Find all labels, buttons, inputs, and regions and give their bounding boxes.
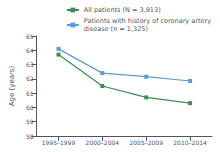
svg-text:Patients with history of coron: Patients with history of coronary artery xyxy=(84,17,211,25)
svg-text:65: 65 xyxy=(26,33,34,40)
svg-text:64: 64 xyxy=(26,47,34,54)
svg-text:Age (years): Age (years) xyxy=(8,65,16,106)
svg-text:All patients (N = 3,913): All patients (N = 3,913) xyxy=(84,6,161,14)
svg-text:disease (n = 1,325): disease (n = 1,325) xyxy=(84,25,148,33)
svg-text:61: 61 xyxy=(26,90,34,97)
svg-text:2005–2009: 2005–2009 xyxy=(129,139,163,146)
svg-text:59: 59 xyxy=(26,118,34,125)
svg-text:63: 63 xyxy=(26,61,34,68)
svg-text:2000–2004: 2000–2004 xyxy=(86,139,120,146)
svg-text:1995–1999: 1995–1999 xyxy=(42,139,76,146)
svg-text:60: 60 xyxy=(26,104,34,111)
svg-text:58: 58 xyxy=(26,133,34,140)
svg-text:62: 62 xyxy=(26,75,34,82)
svg-text:2010–2014: 2010–2014 xyxy=(173,139,207,146)
